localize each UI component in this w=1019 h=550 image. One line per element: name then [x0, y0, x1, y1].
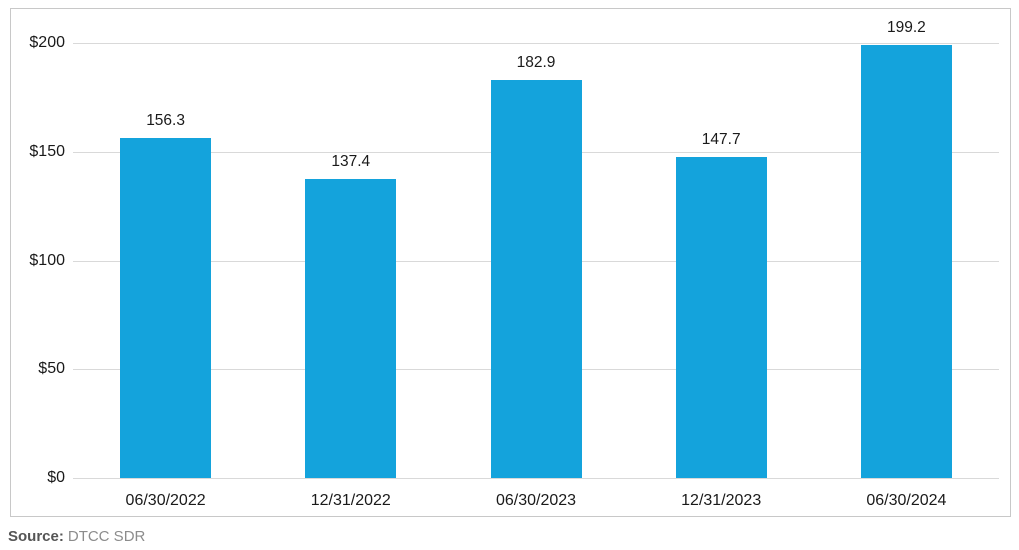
y-tick-label: $100	[29, 251, 65, 269]
bar	[305, 179, 397, 478]
y-tick-label: $0	[47, 469, 65, 486]
source-value: DTCC SDR	[67, 528, 146, 545]
bar-value-label: 147.7	[701, 130, 741, 148]
y-tick-label: $150	[29, 142, 65, 160]
x-tick-label: 12/31/2022	[310, 492, 391, 509]
x-tick-label: 06/30/2022	[125, 492, 206, 509]
y-tick-label: $50	[38, 360, 65, 378]
bar-chart: $0 $50 $100 $150 $200 156.3 137.4 182.9 147.7 19…	[10, 8, 1011, 517]
bar	[120, 138, 212, 478]
bar-value-label: 182.9	[516, 54, 556, 72]
bar	[860, 44, 952, 478]
source-label: Source:	[8, 528, 64, 545]
bar-value-label: 137.4	[331, 153, 371, 171]
y-tick-label: $200	[29, 34, 65, 51]
x-tick-label: 12/31/2023	[681, 492, 762, 509]
bar	[675, 156, 767, 478]
bar-value-label: 199.2	[886, 18, 926, 36]
bar-value-label: 156.3	[146, 112, 185, 130]
gridline	[73, 478, 999, 479]
bar	[490, 80, 582, 478]
source-line: Source: DTCC SDR	[8, 528, 145, 545]
x-tick-label: 06/30/2024	[866, 492, 947, 509]
x-tick-label: 06/30/2023	[495, 492, 577, 509]
gridline	[73, 43, 999, 44]
